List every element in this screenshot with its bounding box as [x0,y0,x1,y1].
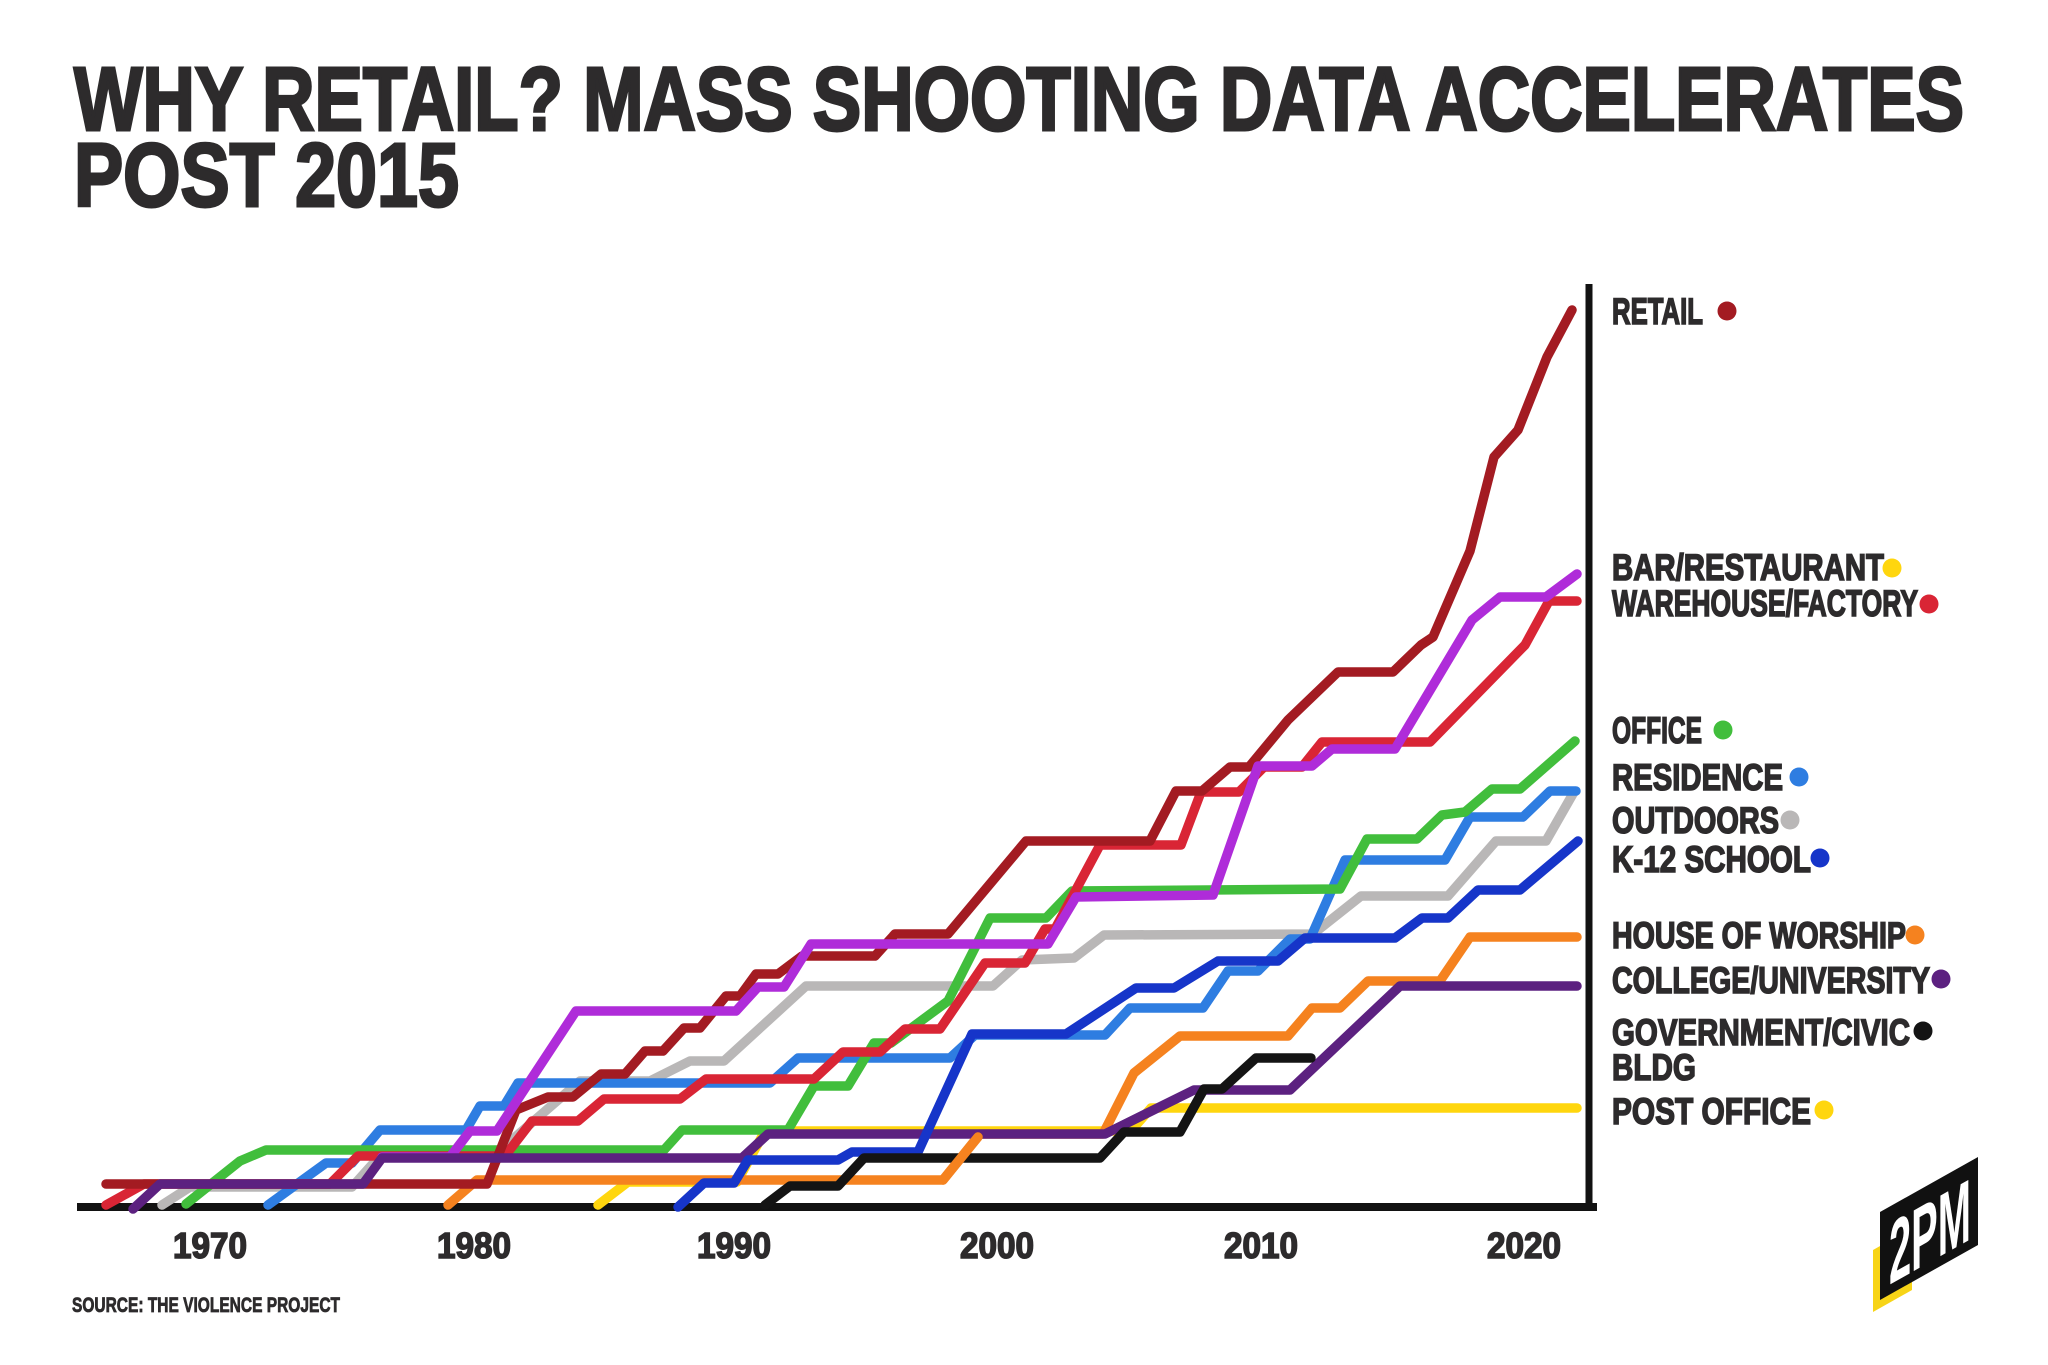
svg-text:POST OFFICE: POST OFFICE [1612,1091,1811,1132]
svg-text:GOVERNMENT/CIVIC: GOVERNMENT/CIVIC [1612,1012,1910,1053]
svg-text:OUTDOORS: OUTDOORS [1612,800,1779,841]
svg-text:COLLEGE/UNIVERSITY: COLLEGE/UNIVERSITY [1612,960,1930,1001]
svg-text:1970: 1970 [173,1225,247,1266]
svg-text:1990: 1990 [697,1225,771,1266]
svg-text:BLDG: BLDG [1612,1047,1696,1088]
svg-text:POST 2015: POST 2015 [74,126,459,226]
svg-text:1980: 1980 [437,1225,511,1266]
svg-text:WHY RETAIL? MASS SHOOTING DATA: WHY RETAIL? MASS SHOOTING DATA ACCELERAT… [74,50,1964,150]
svg-text:2020: 2020 [1487,1225,1561,1266]
svg-text:WAREHOUSE/FACTORY: WAREHOUSE/FACTORY [1612,583,1918,624]
svg-text:HOUSE OF WORSHIP: HOUSE OF WORSHIP [1612,915,1906,956]
svg-text:SOURCE: THE VIOLENCE PROJECT: SOURCE: THE VIOLENCE PROJECT [72,1294,340,1317]
svg-text:K-12 SCHOOL: K-12 SCHOOL [1612,839,1811,880]
svg-text:BAR/RESTAURANT: BAR/RESTAURANT [1612,547,1884,588]
svg-text:RESIDENCE: RESIDENCE [1612,757,1783,798]
svg-text:2000: 2000 [960,1225,1034,1266]
svg-text:OFFICE: OFFICE [1612,710,1702,751]
svg-text:RETAIL: RETAIL [1612,291,1703,332]
svg-text:2010: 2010 [1224,1225,1298,1266]
